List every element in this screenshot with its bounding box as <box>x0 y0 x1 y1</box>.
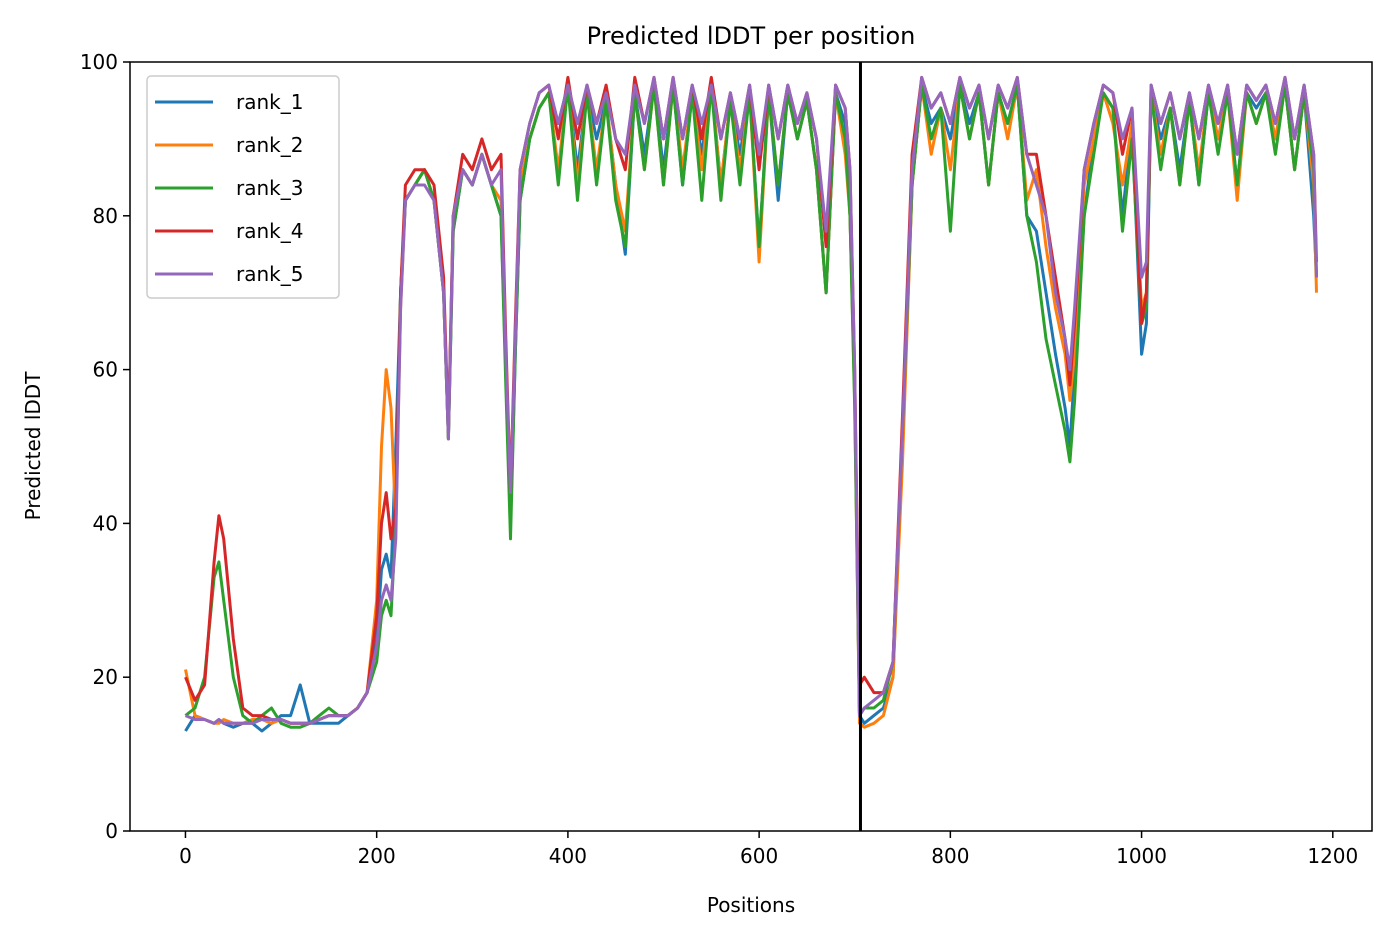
series-line-rank-1 <box>184 83 1318 733</box>
x-tick-label: 0 <box>179 844 192 868</box>
y-tick-label: 60 <box>93 358 118 382</box>
x-tick-label: 800 <box>931 844 969 868</box>
y-axis: 0 20 40 60 80 100 <box>80 50 130 843</box>
x-axis: 0 200 400 600 800 1000 1200 <box>179 831 1358 868</box>
series-line-rank-5 <box>184 75 1318 725</box>
legend-label-rank-4: rank_4 <box>236 219 303 243</box>
legend-label-rank-5: rank_5 <box>236 262 303 286</box>
legend: rank_1 rank_2 rank_3 rank_4 rank_5 <box>146 75 340 299</box>
y-tick-label: 80 <box>93 204 118 228</box>
legend-label-rank-3: rank_3 <box>236 176 303 200</box>
plot-frame <box>129 61 1373 832</box>
legend-label-rank-2: rank_2 <box>236 133 303 157</box>
x-tick-label: 400 <box>549 844 587 868</box>
series-line-rank-2 <box>184 83 1318 729</box>
chart-title: Predicted lDDT per position <box>587 22 916 50</box>
y-tick-label: 20 <box>93 665 118 689</box>
y-tick-label: 100 <box>80 50 118 74</box>
x-tick-label: 600 <box>740 844 778 868</box>
x-axis-label: Positions <box>707 893 795 917</box>
x-tick-label: 1000 <box>1116 844 1167 868</box>
series-line-rank-3 <box>184 83 1318 729</box>
y-axis-label: Predicted lDDT <box>21 371 45 521</box>
legend-label-rank-1: rank_1 <box>236 90 303 114</box>
series-lines-group <box>184 75 1318 733</box>
x-tick-label: 1200 <box>1307 844 1358 868</box>
y-tick-label: 0 <box>105 819 118 843</box>
y-tick-label: 40 <box>93 511 118 535</box>
x-tick-label: 200 <box>358 844 396 868</box>
legend-box <box>146 75 340 299</box>
